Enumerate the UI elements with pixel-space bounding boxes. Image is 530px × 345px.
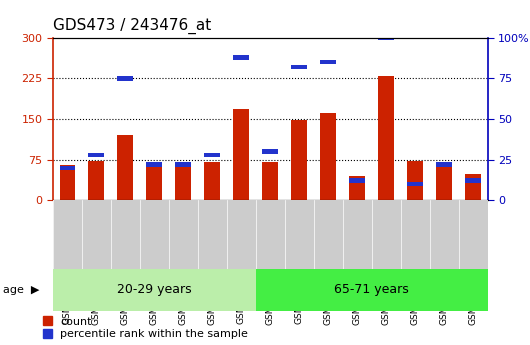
Bar — [118, 76, 134, 81]
Bar — [465, 178, 481, 183]
Bar — [89, 161, 104, 200]
Bar — [146, 162, 162, 167]
Text: GDS473 / 243476_at: GDS473 / 243476_at — [53, 18, 211, 34]
Text: 20-29 years: 20-29 years — [117, 283, 192, 296]
Bar — [465, 174, 481, 200]
Bar — [407, 161, 423, 200]
Bar — [233, 55, 249, 60]
Bar — [256, 269, 488, 310]
Bar — [53, 269, 256, 310]
Bar — [436, 162, 452, 167]
Text: 65-71 years: 65-71 years — [334, 283, 409, 296]
Bar — [262, 162, 278, 200]
Bar — [146, 162, 162, 200]
Bar — [320, 60, 336, 65]
Bar — [89, 152, 104, 157]
Text: age  ▶: age ▶ — [3, 285, 39, 295]
Bar — [233, 109, 249, 200]
Bar — [378, 36, 394, 40]
Bar — [59, 166, 75, 170]
Bar — [349, 178, 365, 183]
Bar — [175, 163, 191, 200]
Bar — [59, 165, 75, 200]
Bar — [205, 162, 220, 200]
Bar — [407, 182, 423, 186]
Bar — [175, 162, 191, 167]
Bar — [118, 135, 134, 200]
Bar — [205, 152, 220, 157]
Bar — [292, 120, 307, 200]
Bar — [320, 112, 336, 200]
Legend: count, percentile rank within the sample: count, percentile rank within the sample — [42, 316, 249, 339]
Bar — [292, 65, 307, 69]
Bar — [262, 149, 278, 154]
Bar — [436, 163, 452, 200]
Bar — [378, 76, 394, 200]
Bar — [349, 176, 365, 200]
